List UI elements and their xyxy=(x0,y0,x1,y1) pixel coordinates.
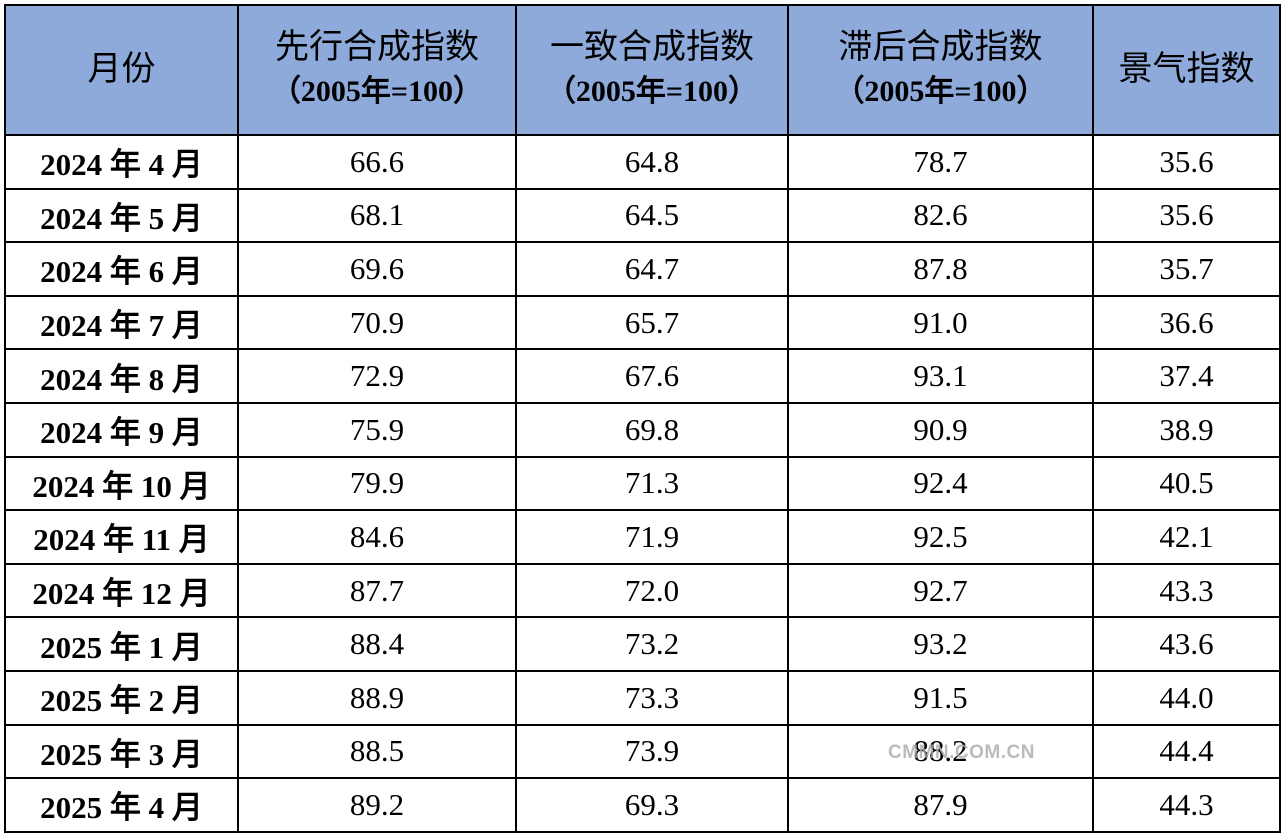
value-cell: 69.6 xyxy=(237,241,517,297)
value-cell: 73.2 xyxy=(515,616,789,672)
table-row: 2024 年 8 月 72.9 67.6 93.1 37.4 xyxy=(4,348,1281,404)
table-row: 2024 年 7 月 70.9 65.7 91.0 36.6 xyxy=(4,294,1281,351)
value-cell: 71.9 xyxy=(515,509,789,565)
table-row: 2024 年 9 月 75.9 69.8 90.9 38.9 xyxy=(4,401,1281,458)
value-cell: 44.0 xyxy=(1092,669,1281,726)
header-cell: 月份 xyxy=(4,4,239,136)
value-cell: 68.1 xyxy=(237,187,517,244)
value-cell: 92.7 xyxy=(787,562,1094,619)
value-cell: 90.9 xyxy=(787,401,1094,458)
value-cell: 67.6 xyxy=(515,348,789,404)
table-row: 2024 年 10 月 79.9 71.3 92.4 40.5 xyxy=(4,455,1281,512)
value-cell: 69.8 xyxy=(515,401,789,458)
value-cell: 75.9 xyxy=(237,401,517,458)
header-cell: 滞后合成指数 （2005年=100） xyxy=(787,4,1094,136)
value-cell: 66.6 xyxy=(237,134,517,190)
value-cell: 36.6 xyxy=(1092,294,1281,351)
header-line: （2005年=100） xyxy=(834,75,1047,108)
value-cell: 43.6 xyxy=(1092,616,1281,672)
value-cell: 35.7 xyxy=(1092,241,1281,297)
value-cell: 87.8 xyxy=(787,241,1094,297)
value-cell: 91.0 xyxy=(787,294,1094,351)
value-cell: 87.7 xyxy=(237,562,517,619)
table-row: 2024 年 6 月 69.6 64.7 87.8 35.7 xyxy=(4,241,1281,297)
data-table: 月份 先行合成指数 （2005年=100） 一致合成指数 （2005年=100） 滞后合成… xyxy=(4,4,1281,833)
value-cell: 78.7 xyxy=(787,134,1094,190)
value-cell: 71.3 xyxy=(515,455,789,512)
header-line: （2005年=100） xyxy=(545,75,759,108)
value-cell: 65.7 xyxy=(515,294,789,351)
value-cell: 89.2 xyxy=(237,777,517,833)
month-cell: 2024 年 9 月 xyxy=(4,401,239,458)
value-cell: 79.9 xyxy=(237,455,517,512)
value-cell: 42.1 xyxy=(1092,509,1281,565)
value-cell: 35.6 xyxy=(1092,187,1281,244)
table-row: 2025 年 3 月 88.5 73.9 88.2 44.4 xyxy=(4,723,1281,780)
value-cell: 72.9 xyxy=(237,348,517,404)
header-line: 先行合成指数 xyxy=(275,29,479,66)
value-cell: 70.9 xyxy=(237,294,517,351)
value-cell: 69.3 xyxy=(515,777,789,833)
value-cell: 64.8 xyxy=(515,134,789,190)
value-cell: 92.5 xyxy=(787,509,1094,565)
table-row: 2024 年 5 月 68.1 64.5 82.6 35.6 xyxy=(4,187,1281,244)
value-cell: 92.4 xyxy=(787,455,1094,512)
value-cell: 64.7 xyxy=(515,241,789,297)
header-cell: 景气指数 xyxy=(1092,4,1281,136)
value-cell: 88.5 xyxy=(237,723,517,780)
value-cell: 44.3 xyxy=(1092,777,1281,833)
value-cell: 93.1 xyxy=(787,348,1094,404)
table-row: 2025 年 1 月 88.4 73.2 93.2 43.6 xyxy=(4,616,1281,672)
month-cell: 2024 年 5 月 xyxy=(4,187,239,244)
header-cell: 一致合成指数 （2005年=100） xyxy=(515,4,789,136)
value-cell: 82.6 xyxy=(787,187,1094,244)
value-cell: 40.5 xyxy=(1092,455,1281,512)
watermark: CMMN.COM.CN xyxy=(888,742,1035,763)
table-body: 2024 年 4 月 66.6 64.8 78.7 35.6 2024 年 5 月 68.1… xyxy=(4,134,1281,833)
value-cell: 64.5 xyxy=(515,187,789,244)
table-row: 2024 年 11 月 84.6 71.9 92.5 42.1 xyxy=(4,509,1281,565)
header-cell: 先行合成指数 （2005年=100） xyxy=(237,4,517,136)
month-cell: 2024 年 10 月 xyxy=(4,455,239,512)
month-cell: 2025 年 4 月 xyxy=(4,777,239,833)
month-cell: 2024 年 7 月 xyxy=(4,294,239,351)
value-cell: 72.0 xyxy=(515,562,789,619)
table-row: 2024 年 12 月 87.7 72.0 92.7 43.3 xyxy=(4,562,1281,619)
month-cell: 2025 年 3 月 xyxy=(4,723,239,780)
value-cell: 88.9 xyxy=(237,669,517,726)
header-line: 景气指数 xyxy=(1118,51,1255,88)
value-cell: 87.9 xyxy=(787,777,1094,833)
header-line: 滞后合成指数 xyxy=(838,29,1043,66)
month-cell: 2024 年 6 月 xyxy=(4,241,239,297)
value-cell: 37.4 xyxy=(1092,348,1281,404)
header-row: 月份 先行合成指数 （2005年=100） 一致合成指数 （2005年=100） 滞后合成… xyxy=(4,4,1281,136)
table-row: 2025 年 2 月 88.9 73.3 91.5 44.0 xyxy=(4,669,1281,726)
month-cell: 2024 年 12 月 xyxy=(4,562,239,619)
month-cell: 2024 年 11 月 xyxy=(4,509,239,565)
table-row: 2024 年 4 月 66.6 64.8 78.7 35.6 xyxy=(4,134,1281,190)
value-cell: 43.3 xyxy=(1092,562,1281,619)
header-line: （2005年=100） xyxy=(270,75,484,108)
value-cell: 44.4 xyxy=(1092,723,1281,780)
value-cell: 38.9 xyxy=(1092,401,1281,458)
month-cell: 2025 年 1 月 xyxy=(4,616,239,672)
month-cell: 2024 年 8 月 xyxy=(4,348,239,404)
month-cell: 2024 年 4 月 xyxy=(4,134,239,190)
month-cell: 2025 年 2 月 xyxy=(4,669,239,726)
value-cell: 88.4 xyxy=(237,616,517,672)
header-line: 月份 xyxy=(87,51,156,88)
value-cell: 88.2 xyxy=(787,723,1094,780)
value-cell: 84.6 xyxy=(237,509,517,565)
header-line: 一致合成指数 xyxy=(550,29,754,66)
value-cell: 73.9 xyxy=(515,723,789,780)
value-cell: 91.5 xyxy=(787,669,1094,726)
value-cell: 73.3 xyxy=(515,669,789,726)
value-cell: 35.6 xyxy=(1092,134,1281,190)
value-cell: 93.2 xyxy=(787,616,1094,672)
table-row: 2025 年 4 月 89.2 69.3 87.9 44.3 xyxy=(4,777,1281,833)
